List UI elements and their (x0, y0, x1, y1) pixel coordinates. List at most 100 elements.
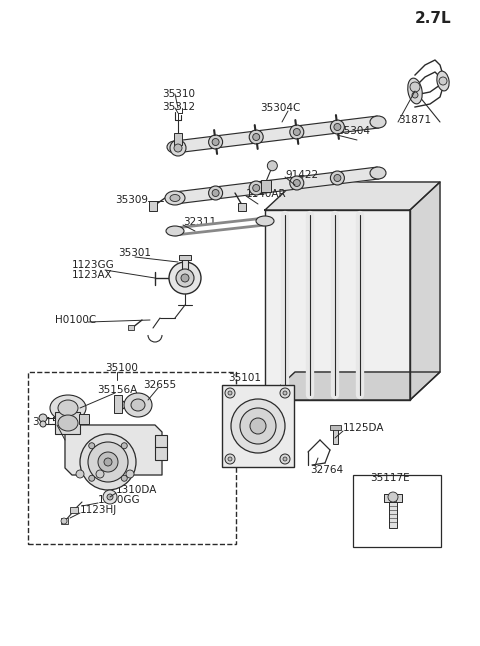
Bar (384, 494, 402, 502)
Text: H0100C: H0100C (55, 315, 96, 325)
Circle shape (170, 140, 186, 156)
Bar (353, 475, 441, 547)
Circle shape (293, 129, 300, 136)
Bar (79, 414, 89, 424)
Text: 35156A: 35156A (97, 385, 137, 395)
Circle shape (388, 492, 398, 502)
Text: 35101: 35101 (228, 373, 261, 383)
Bar (333, 428, 338, 444)
Circle shape (76, 470, 84, 478)
Polygon shape (65, 425, 162, 475)
Circle shape (121, 475, 127, 481)
Ellipse shape (58, 415, 78, 431)
Circle shape (228, 391, 232, 395)
Text: 1123GG: 1123GG (72, 260, 115, 270)
Text: 1310DA: 1310DA (116, 485, 157, 495)
Circle shape (252, 134, 260, 140)
Circle shape (107, 494, 113, 500)
Polygon shape (174, 116, 379, 153)
Text: 35100: 35100 (105, 363, 138, 373)
Circle shape (209, 186, 223, 200)
Circle shape (412, 92, 418, 98)
Circle shape (174, 144, 182, 152)
Polygon shape (174, 167, 379, 204)
Bar (70, 507, 78, 513)
Circle shape (126, 470, 134, 478)
Ellipse shape (167, 192, 183, 204)
Circle shape (283, 391, 287, 395)
Circle shape (290, 176, 304, 190)
Circle shape (121, 443, 127, 449)
Ellipse shape (370, 116, 386, 128)
Bar (55, 412, 80, 434)
Polygon shape (265, 372, 440, 400)
Circle shape (88, 442, 128, 482)
Circle shape (249, 181, 263, 195)
Bar (28, 372, 236, 544)
Ellipse shape (256, 216, 274, 226)
Text: 1360GG: 1360GG (98, 495, 141, 505)
Circle shape (330, 120, 345, 134)
Polygon shape (265, 182, 440, 210)
Circle shape (225, 388, 235, 398)
Ellipse shape (370, 167, 386, 179)
Text: 91422: 91422 (285, 170, 318, 180)
Bar (389, 502, 397, 528)
Ellipse shape (58, 400, 78, 416)
Ellipse shape (165, 191, 185, 205)
Ellipse shape (170, 194, 180, 202)
Circle shape (439, 77, 447, 85)
Bar (222, 385, 294, 467)
Circle shape (410, 82, 420, 92)
Bar (61, 518, 68, 524)
Text: 2.7L: 2.7L (415, 10, 452, 25)
Circle shape (212, 138, 219, 145)
Polygon shape (265, 210, 410, 400)
Text: 35312: 35312 (162, 102, 195, 112)
Bar (261, 180, 271, 192)
Text: 32311: 32311 (183, 217, 216, 227)
Circle shape (80, 434, 136, 490)
Circle shape (39, 414, 47, 422)
Ellipse shape (408, 78, 422, 104)
Text: 35117E: 35117E (370, 473, 409, 483)
Circle shape (280, 388, 290, 398)
Circle shape (280, 454, 290, 464)
Text: 35309: 35309 (115, 195, 148, 205)
Text: 35310: 35310 (162, 89, 195, 99)
Circle shape (252, 185, 260, 191)
Ellipse shape (131, 399, 145, 411)
Text: 1125DA: 1125DA (343, 423, 384, 433)
Circle shape (103, 490, 117, 504)
Ellipse shape (437, 71, 449, 91)
Ellipse shape (231, 399, 285, 453)
Text: 31871: 31871 (398, 115, 431, 125)
Bar (149, 201, 157, 211)
Bar (179, 255, 191, 260)
Text: 35150: 35150 (32, 417, 65, 427)
Text: 1140AR: 1140AR (246, 189, 287, 199)
Circle shape (96, 470, 104, 478)
Bar (174, 133, 182, 145)
Bar (114, 395, 122, 413)
Circle shape (104, 458, 112, 466)
Bar (128, 325, 134, 330)
Text: 32655: 32655 (143, 380, 176, 390)
Circle shape (89, 475, 95, 481)
Circle shape (40, 421, 46, 427)
Circle shape (169, 262, 201, 294)
Circle shape (225, 454, 235, 464)
Circle shape (181, 274, 189, 282)
Bar (155, 435, 167, 460)
Circle shape (283, 457, 287, 461)
Ellipse shape (167, 141, 183, 153)
Text: 35301: 35301 (118, 248, 151, 258)
Circle shape (293, 180, 300, 187)
Text: 1123HJ: 1123HJ (80, 505, 117, 515)
Bar (330, 425, 341, 430)
Ellipse shape (50, 395, 86, 421)
Circle shape (334, 174, 341, 182)
Circle shape (89, 443, 95, 449)
Bar (182, 258, 188, 278)
Bar (238, 203, 246, 211)
